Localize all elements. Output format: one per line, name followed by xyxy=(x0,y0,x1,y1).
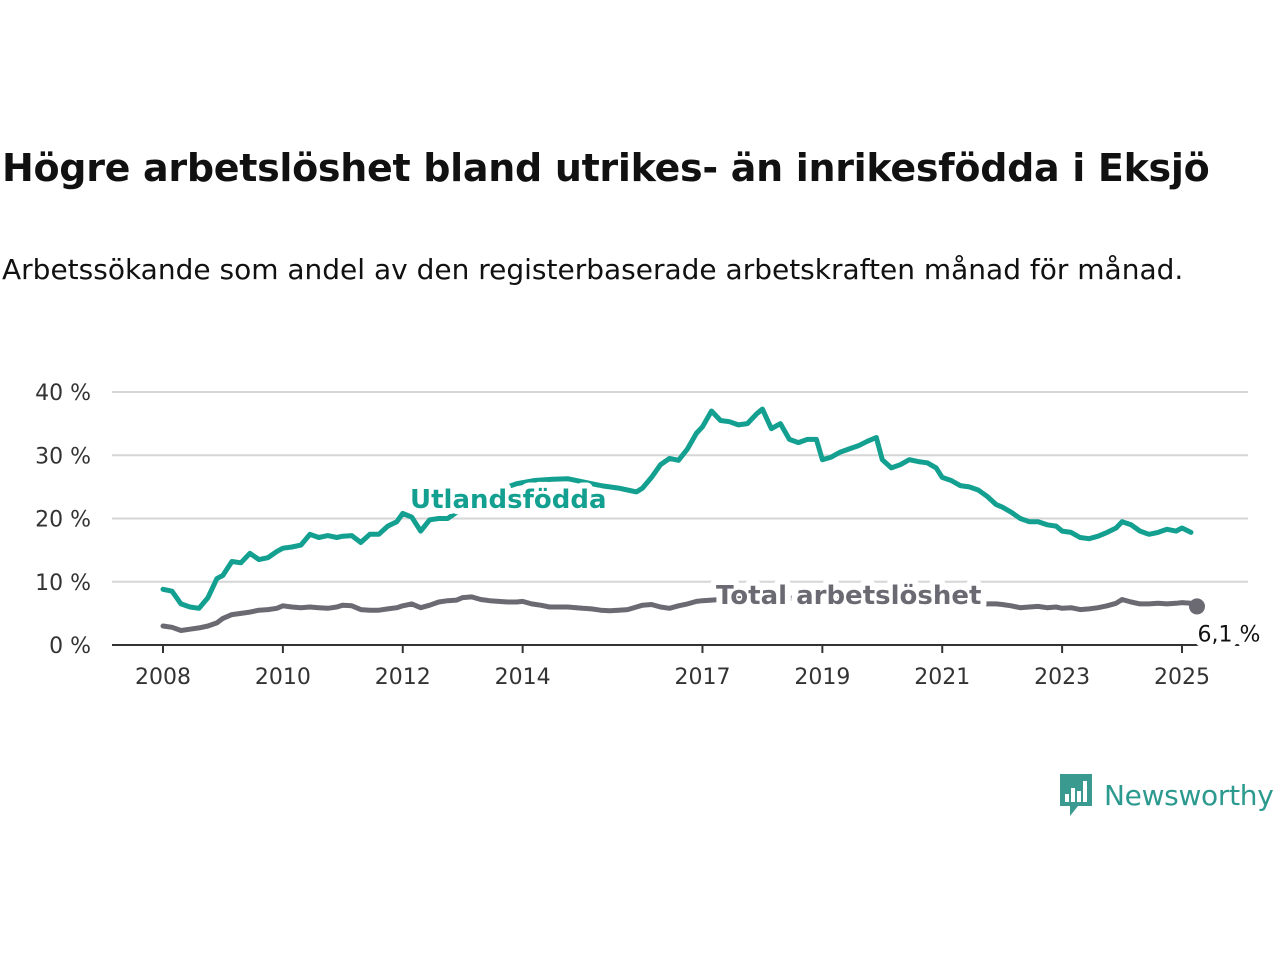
series-label-total: Total arbetslöshet xyxy=(716,581,981,611)
y-tick-label: 40 % xyxy=(35,381,91,406)
series-label-utlandsfodda: Utlandsfödda xyxy=(410,485,607,515)
x-tick-label: 2014 xyxy=(495,665,551,690)
x-tick-label: 2008 xyxy=(135,665,191,690)
series-label-utlandsfodda-halo: Utlandsfödda xyxy=(410,485,607,515)
series-line-total xyxy=(160,594,1200,633)
end-value-label-group: 6,1 %6,1 % xyxy=(1192,616,1267,653)
chart-title: Högre arbetslöshet bland utrikes- än inr… xyxy=(2,146,1210,190)
x-tick-label: 2023 xyxy=(1034,665,1090,690)
x-axis-ticks: 2008 2010 2012 2014 2017 2019 2021 2023 2025 xyxy=(135,645,1210,690)
end-value-label-halo: 6,1 % xyxy=(1198,622,1261,647)
series-label-total-halo: Total arbetslöshet xyxy=(716,581,981,611)
bar-chart-speech-bubble-icon xyxy=(1060,774,1092,816)
newsworthy-logo: Newsworthy xyxy=(1058,772,1274,818)
x-tick-label: 2012 xyxy=(375,665,431,690)
y-tick-label: 30 % xyxy=(35,444,91,469)
series-lines xyxy=(160,406,1205,633)
x-tick-label: 2010 xyxy=(255,665,311,690)
brand-name: Newsworthy xyxy=(1104,778,1274,812)
series-line-utlandsfodda xyxy=(160,406,1194,611)
x-tick-label: 2019 xyxy=(794,665,850,690)
y-tick-label: 0 % xyxy=(49,634,91,659)
y-tick-label: 20 % xyxy=(35,508,91,533)
y-tick-label: 10 % xyxy=(35,571,91,596)
line-chart: 0 % 10 % 20 % 30 % 40 % 2008 2010 2012 2014 2017… xyxy=(35,381,1267,690)
endpoint-marker xyxy=(1188,598,1205,615)
chart-subtitle: Arbetssökande som andel av den registerb… xyxy=(2,253,1184,286)
end-value-label: 6,1 % xyxy=(1198,622,1261,647)
x-tick-label: 2017 xyxy=(674,665,730,690)
x-tick-label: 2025 xyxy=(1154,665,1210,690)
y-axis-ticks: 0 % 10 % 20 % 30 % 40 % xyxy=(35,381,91,659)
x-tick-label: 2021 xyxy=(914,665,970,690)
